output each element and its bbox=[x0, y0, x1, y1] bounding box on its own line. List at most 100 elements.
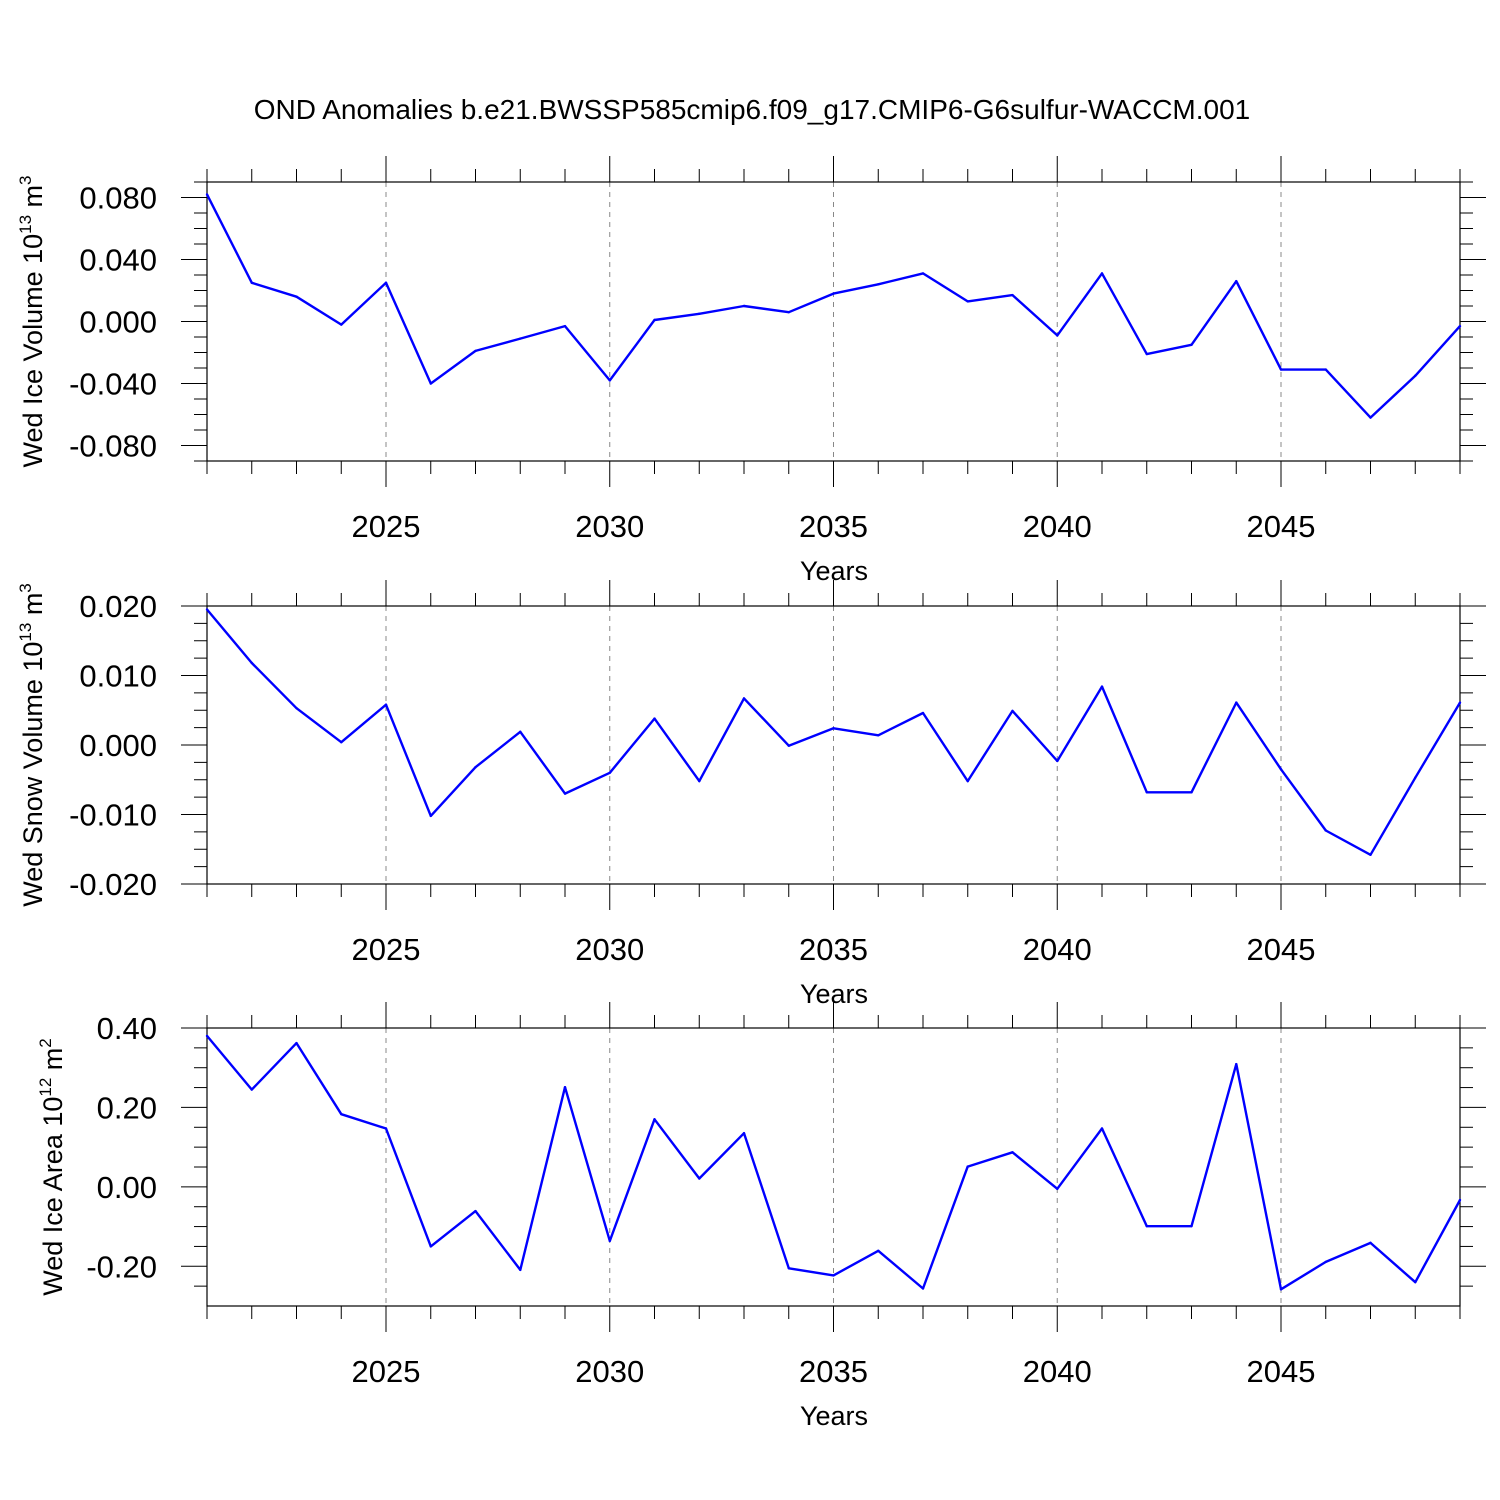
data-point-2038 bbox=[966, 779, 969, 783]
y-axis-label-unit-exponent: 2 bbox=[36, 1038, 55, 1047]
x-tick-label: 2040 bbox=[1023, 932, 1092, 967]
chart-panel-1: 0.080 0.040 0.000 -0.040 -0.080 2025 2030 2035 2… bbox=[16, 156, 1486, 586]
y-axis-label: Wed Snow Volume 1013 m3 bbox=[16, 583, 48, 907]
y-axis-label-exponent: 13 bbox=[16, 623, 35, 642]
data-point-2040 bbox=[1056, 1187, 1059, 1191]
data-point-2028 bbox=[519, 1268, 522, 1272]
y-tick-label: 0.010 bbox=[79, 659, 157, 694]
data-point-2042 bbox=[1145, 791, 1148, 794]
data-point-2022 bbox=[250, 1088, 253, 1091]
x-tick-label: 2035 bbox=[799, 509, 868, 544]
y-tick-label: -0.040 bbox=[69, 367, 157, 402]
data-point-2045 bbox=[1279, 368, 1283, 371]
data-point-2039 bbox=[1011, 1151, 1014, 1154]
data-point-2048 bbox=[1414, 1280, 1417, 1284]
y-tick-label: 0.20 bbox=[97, 1090, 157, 1125]
y-axis-label: Wed Ice Volume 1013 m3 bbox=[16, 175, 48, 467]
data-point-2041 bbox=[1100, 1127, 1104, 1130]
data-point-2045 bbox=[1279, 768, 1283, 771]
x-tick-label: 2025 bbox=[352, 509, 421, 544]
data-point-2037 bbox=[921, 711, 925, 715]
data-point-2021 bbox=[205, 608, 209, 611]
data-point-2024 bbox=[340, 741, 343, 744]
y-axis-label-unit: m bbox=[38, 1048, 68, 1078]
data-point-2047 bbox=[1369, 853, 1372, 857]
data-point-2029 bbox=[563, 792, 567, 795]
y-tick-label: 0.00 bbox=[97, 1170, 157, 1205]
data-point-2041 bbox=[1100, 685, 1104, 688]
data-point-2036 bbox=[877, 1249, 880, 1252]
y-axis-label-exponent: 12 bbox=[36, 1078, 55, 1097]
data-point-2048 bbox=[1414, 776, 1417, 779]
x-tick-label: 2030 bbox=[575, 932, 644, 967]
data-point-2028 bbox=[519, 337, 522, 340]
data-point-2047 bbox=[1369, 416, 1372, 419]
data-point-2044 bbox=[1235, 1062, 1238, 1066]
x-axis-label: Years bbox=[800, 1401, 868, 1431]
data-point-2046 bbox=[1324, 368, 1327, 371]
y-axis-label-unit: m bbox=[18, 185, 48, 215]
data-point-2048 bbox=[1414, 374, 1417, 377]
data-point-2041 bbox=[1100, 272, 1104, 275]
x-tick-label: 2035 bbox=[799, 1354, 868, 1389]
y-tick-label: 0.040 bbox=[79, 243, 157, 278]
data-point-2024 bbox=[340, 1112, 343, 1116]
data-point-2025 bbox=[384, 281, 388, 284]
data-point-2027 bbox=[474, 349, 477, 353]
data-point-2044 bbox=[1235, 701, 1238, 704]
data-point-2035 bbox=[832, 292, 835, 295]
data-point-2021 bbox=[205, 1034, 209, 1038]
data-point-2027 bbox=[474, 1209, 477, 1213]
data-point-2049 bbox=[1458, 324, 1462, 328]
data-point-2023 bbox=[295, 295, 298, 298]
data-point-2025 bbox=[384, 1127, 388, 1130]
y-tick-label: -0.020 bbox=[69, 867, 157, 902]
data-point-2036 bbox=[877, 283, 880, 286]
data-point-2040 bbox=[1056, 759, 1059, 763]
data-point-2037 bbox=[921, 1287, 925, 1290]
x-tick-label: 2045 bbox=[1247, 932, 1316, 967]
y-tick-label: 0.000 bbox=[79, 305, 157, 340]
data-point-2022 bbox=[250, 661, 253, 665]
data-point-2030 bbox=[608, 771, 611, 774]
data-point-2033 bbox=[742, 304, 746, 308]
data-point-2035 bbox=[832, 1274, 835, 1277]
y-tick-label: -0.20 bbox=[86, 1249, 157, 1284]
data-point-2026 bbox=[429, 814, 432, 818]
y-tick-label: 0.020 bbox=[79, 589, 157, 624]
y-axis-label-main: Wed Snow Volume 10 bbox=[18, 642, 48, 907]
y-tick-label: 0.000 bbox=[79, 728, 157, 763]
data-point-2049 bbox=[1458, 1198, 1462, 1202]
x-tick-label: 2035 bbox=[799, 932, 868, 967]
data-point-2043 bbox=[1190, 1224, 1193, 1228]
y-axis-label-main: Wed Ice Area 10 bbox=[38, 1097, 68, 1296]
y-axis-label-unit-exponent: 3 bbox=[16, 175, 35, 184]
data-point-2034 bbox=[787, 311, 790, 314]
data-point-2044 bbox=[1235, 280, 1238, 283]
x-tick-label: 2045 bbox=[1247, 1354, 1316, 1389]
data-point-2034 bbox=[787, 1267, 790, 1270]
data-point-2039 bbox=[1011, 293, 1014, 297]
data-point-2045 bbox=[1279, 1288, 1283, 1291]
data-point-2027 bbox=[474, 766, 477, 769]
y-axis-label: Wed Ice Area 1012 m2 bbox=[36, 1038, 68, 1296]
data-point-2021 bbox=[205, 193, 209, 196]
data-point-2046 bbox=[1324, 829, 1327, 832]
data-point-2040 bbox=[1056, 334, 1059, 337]
data-point-2023 bbox=[295, 1041, 298, 1045]
chart-panel-2: 0.020 0.010 0.000 -0.010 -0.020 2025 2030 2035 2… bbox=[16, 580, 1486, 1009]
data-point-2049 bbox=[1458, 701, 1462, 704]
data-point-2038 bbox=[966, 1165, 969, 1168]
y-axis-label-unit: m bbox=[18, 593, 48, 623]
chart-panel-3: 0.40 0.20 0.00 -0.20 2025 2030 2035 2040 2045 Yea… bbox=[36, 1002, 1486, 1431]
data-point-2033 bbox=[742, 1132, 746, 1135]
data-point-2031 bbox=[653, 1118, 656, 1121]
data-point-2026 bbox=[429, 1245, 432, 1248]
y-tick-label: -0.080 bbox=[69, 429, 157, 464]
data-point-2029 bbox=[563, 324, 567, 328]
data-point-2036 bbox=[877, 734, 880, 737]
data-point-2028 bbox=[519, 730, 522, 733]
data-point-2030 bbox=[608, 1239, 611, 1243]
data-point-2031 bbox=[653, 717, 656, 720]
